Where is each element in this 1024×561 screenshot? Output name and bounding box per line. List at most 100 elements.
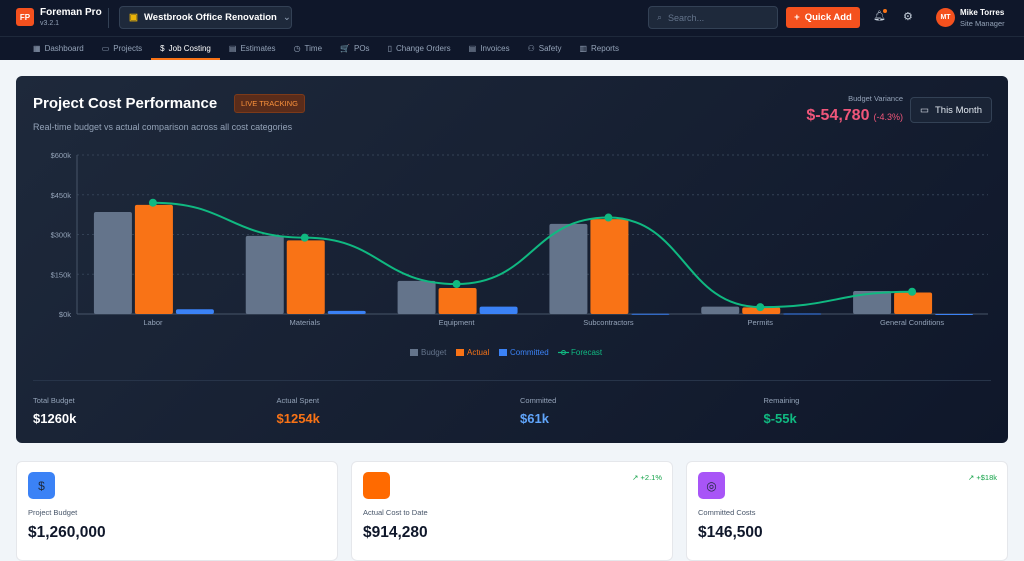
cost-icon	[363, 472, 390, 499]
bar-committed[interactable]	[783, 313, 822, 315]
quick-add-button[interactable]: + Quick Add	[786, 7, 860, 28]
tab-job-costing[interactable]: $ Job Costing	[151, 37, 220, 60]
legend-label[interactable]: Budget	[421, 348, 447, 357]
project-selector[interactable]: ▣ Westbrook Office Renovation ⌄	[119, 6, 292, 29]
y-tick-label: $600k	[51, 151, 72, 160]
bar-budget[interactable]	[701, 306, 740, 314]
main-nav: ▦ Dashboard ▭ Projects $ Job Costing ▤ Estimate…	[0, 37, 1024, 60]
nav-icon: ▯	[387, 44, 392, 53]
nav-icon: ◷	[293, 44, 301, 53]
tab-pos[interactable]: 🛒 POs	[331, 37, 379, 60]
forecast-point[interactable]	[452, 280, 461, 289]
bar-budget[interactable]	[397, 280, 436, 314]
variance-value: $-54,780 (-4.3%)	[806, 107, 903, 125]
bar-budget[interactable]	[245, 235, 284, 314]
x-tick-label: Subcontractors	[583, 318, 634, 327]
bar-budget[interactable]	[853, 290, 892, 314]
search-placeholder: Search...	[668, 12, 705, 23]
legend-label[interactable]: Committed	[510, 348, 549, 357]
bar-committed[interactable]	[327, 310, 366, 314]
summary-stat: Remaining $-55k	[764, 396, 800, 426]
project-name: Westbrook Office Renovation	[143, 12, 277, 23]
dollar-icon: $	[28, 472, 55, 499]
tab-reports[interactable]: ▥ Reports	[570, 37, 628, 60]
search-input[interactable]: ⌕ Search...	[648, 6, 778, 29]
kpi-card: ↗ +2.1% Actual Cost to Date $914,280	[351, 461, 673, 561]
nav-icon: 🛒	[340, 44, 350, 53]
app-version: v3.2.1	[40, 20, 60, 27]
nav-icon: ▭	[101, 44, 110, 53]
tab-change-orders[interactable]: ▯ Change Orders	[379, 37, 460, 60]
subtitle: Real-time budget vs actual comparison ac…	[33, 122, 293, 132]
nav-icon: ▦	[33, 44, 41, 53]
folder-icon: ▣	[129, 12, 138, 23]
notification-dot	[883, 9, 887, 13]
bar-actual[interactable]	[894, 292, 933, 314]
tab-dashboard[interactable]: ▦ Dashboard	[24, 37, 93, 60]
summary-stat: Actual Spent $1254k	[277, 396, 320, 426]
top-bar: FP Foreman Pro v3.2.1 ▣ Westbrook Office …	[0, 0, 1024, 37]
stat-label: Committed	[520, 396, 557, 405]
period-selector[interactable]: ▭ This Month	[910, 97, 992, 123]
app-logo: FP	[16, 8, 34, 26]
nav-label: Change Orders	[395, 44, 451, 53]
tab-invoices[interactable]: ▤ Invoices	[460, 37, 519, 60]
tab-time[interactable]: ◷ Time	[285, 37, 331, 60]
cost-performance-card: Project Cost Performance LIVE TRACKING R…	[16, 76, 1008, 443]
legend-marker	[561, 350, 566, 355]
gear-icon[interactable]: ⚙	[903, 11, 913, 23]
kpi-label: Committed Costs	[698, 508, 756, 517]
bar-actual[interactable]	[438, 288, 477, 314]
bar-committed[interactable]	[631, 313, 670, 315]
bar-committed[interactable]	[479, 306, 518, 314]
x-tick-label: Materials	[290, 318, 321, 327]
x-tick-label: Permits	[748, 318, 774, 327]
bar-budget[interactable]	[549, 223, 588, 314]
nav-label: POs	[354, 44, 370, 53]
legend-swatch	[456, 349, 464, 356]
x-tick-label: Equipment	[439, 318, 476, 327]
nav-label: Time	[304, 44, 323, 53]
y-tick-label: $0k	[59, 310, 71, 319]
target-icon: ◎	[698, 472, 725, 499]
nav-label: Reports	[591, 44, 620, 53]
stat-label: Total Budget	[33, 396, 75, 405]
forecast-point[interactable]	[756, 303, 765, 312]
bell-icon[interactable]: 🔔︎	[873, 11, 886, 22]
quick-add-label: Quick Add	[804, 12, 852, 23]
kpi-card: $ Project Budget $1,260,000	[16, 461, 338, 561]
bar-actual[interactable]	[590, 219, 629, 314]
forecast-point[interactable]	[148, 198, 157, 207]
user-name: Mike Torres	[960, 8, 1005, 17]
stat-value: $1260k	[33, 411, 77, 426]
tab-estimates[interactable]: ▤ Estimates	[220, 37, 285, 60]
y-tick-label: $450k	[51, 191, 72, 200]
tab-safety[interactable]: ⚇ Safety	[519, 37, 571, 60]
legend-label[interactable]: Forecast	[571, 348, 603, 357]
bar-budget[interactable]	[93, 211, 132, 314]
app-name: Foreman Pro	[40, 7, 102, 18]
calendar-icon: ▭	[920, 104, 929, 116]
bar-actual[interactable]	[286, 240, 325, 314]
nav-label: Safety	[538, 44, 562, 53]
search-icon: ⌕	[657, 12, 663, 22]
nav-icon: ▤	[228, 44, 237, 53]
bar-actual[interactable]	[134, 204, 173, 314]
divider	[108, 8, 109, 28]
legend-swatch	[499, 349, 507, 356]
nav-icon: $	[160, 44, 165, 53]
bar-committed[interactable]	[175, 309, 214, 314]
kpi-label: Actual Cost to Date	[363, 508, 428, 517]
kpi-card: ◎ ↗ +$18k Committed Costs $146,500	[686, 461, 1008, 561]
legend-label[interactable]: Actual	[467, 348, 489, 357]
kpi-value: $1,260,000	[28, 524, 106, 541]
forecast-point[interactable]	[300, 233, 309, 242]
summary-stat: Total Budget $1260k	[33, 396, 76, 426]
bar-committed[interactable]	[935, 314, 974, 315]
trend-badge: ↗ +2.1%	[632, 473, 662, 482]
forecast-point[interactable]	[604, 213, 613, 222]
period-label: This Month	[934, 104, 982, 116]
tab-projects[interactable]: ▭ Projects	[93, 37, 151, 60]
forecast-point[interactable]	[908, 287, 917, 296]
avatar[interactable]: MT	[936, 8, 955, 27]
